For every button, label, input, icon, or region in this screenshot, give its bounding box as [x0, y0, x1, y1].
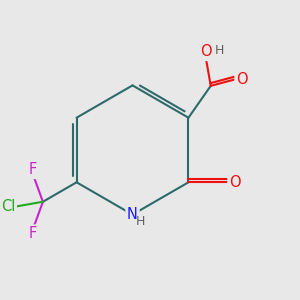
Text: O: O — [236, 72, 248, 87]
Text: Cl: Cl — [1, 200, 15, 214]
Text: O: O — [200, 44, 212, 59]
Text: O: O — [229, 175, 241, 190]
Text: H: H — [214, 44, 224, 57]
Text: F: F — [28, 162, 37, 177]
Text: N: N — [127, 207, 138, 222]
Text: H: H — [136, 215, 145, 228]
Text: F: F — [28, 226, 37, 241]
